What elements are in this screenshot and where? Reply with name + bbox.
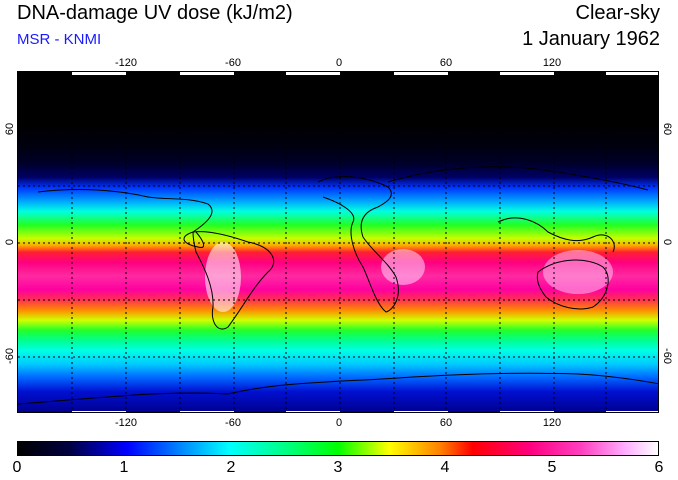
date-label: 1 January 1962	[522, 28, 660, 50]
frame-tick	[72, 411, 126, 412]
map-title: DNA-damage UV dose (kJ/m2)	[17, 2, 293, 24]
frame-tick	[286, 72, 340, 75]
asia-coast	[387, 166, 649, 253]
frame-tick	[72, 72, 126, 75]
colorbar-label: 6	[654, 459, 664, 476]
colorbar-label: 2	[226, 459, 236, 476]
right-lat-label: -60	[661, 348, 673, 364]
producer-label: MSR - KNMI	[17, 31, 102, 48]
bottom-lon-label: -60	[225, 417, 241, 429]
frame-ticks	[72, 72, 658, 412]
colorbar-label: 3	[333, 459, 343, 476]
south-america-peak	[205, 242, 241, 312]
frame-tick	[394, 411, 448, 412]
left-lat-label: 0	[4, 238, 16, 246]
top-lon-label: -120	[114, 57, 138, 69]
uv-dose-map	[17, 71, 659, 413]
frame-tick	[286, 411, 340, 412]
coastlines	[18, 166, 658, 405]
australia-coast	[536, 259, 609, 310]
color-scale-bar	[17, 441, 659, 456]
graticule	[18, 72, 658, 412]
right-lat-label: 0	[661, 238, 673, 246]
top-lon-label: 120	[542, 57, 562, 69]
frame-tick	[180, 411, 234, 412]
top-lon-label: 0	[335, 57, 343, 69]
colorbar-label: 4	[440, 459, 450, 476]
bottom-lon-label: 0	[335, 417, 343, 429]
sky-condition-label: Clear-sky	[575, 2, 660, 24]
top-lon-label: -60	[225, 57, 241, 69]
left-lat-label: 60	[4, 122, 16, 136]
africa-europe-coast	[317, 176, 399, 313]
frame-tick	[394, 72, 448, 75]
frame-tick	[500, 72, 554, 75]
colorbar-label: 1	[119, 459, 129, 476]
colorbar-label: 0	[12, 459, 22, 476]
top-lon-label: 60	[439, 57, 453, 69]
australia-peak	[543, 250, 613, 294]
north-america-coast	[37, 189, 213, 249]
bottom-lon-label: 120	[542, 417, 562, 429]
frame-tick	[606, 72, 658, 75]
bottom-lon-label: 60	[439, 417, 453, 429]
antarctica-coast	[18, 372, 658, 405]
land-highlights	[205, 242, 613, 312]
frame-tick	[180, 72, 234, 75]
map-overlay	[18, 72, 658, 412]
colorbar-label: 5	[547, 459, 557, 476]
africa-peak	[381, 249, 425, 285]
left-lat-label: -60	[4, 348, 16, 364]
bottom-lon-label: -120	[114, 417, 138, 429]
frame-tick	[606, 411, 658, 412]
south-america-coast	[192, 231, 275, 330]
frame-tick	[500, 411, 554, 412]
right-lat-label: 60	[661, 122, 673, 136]
